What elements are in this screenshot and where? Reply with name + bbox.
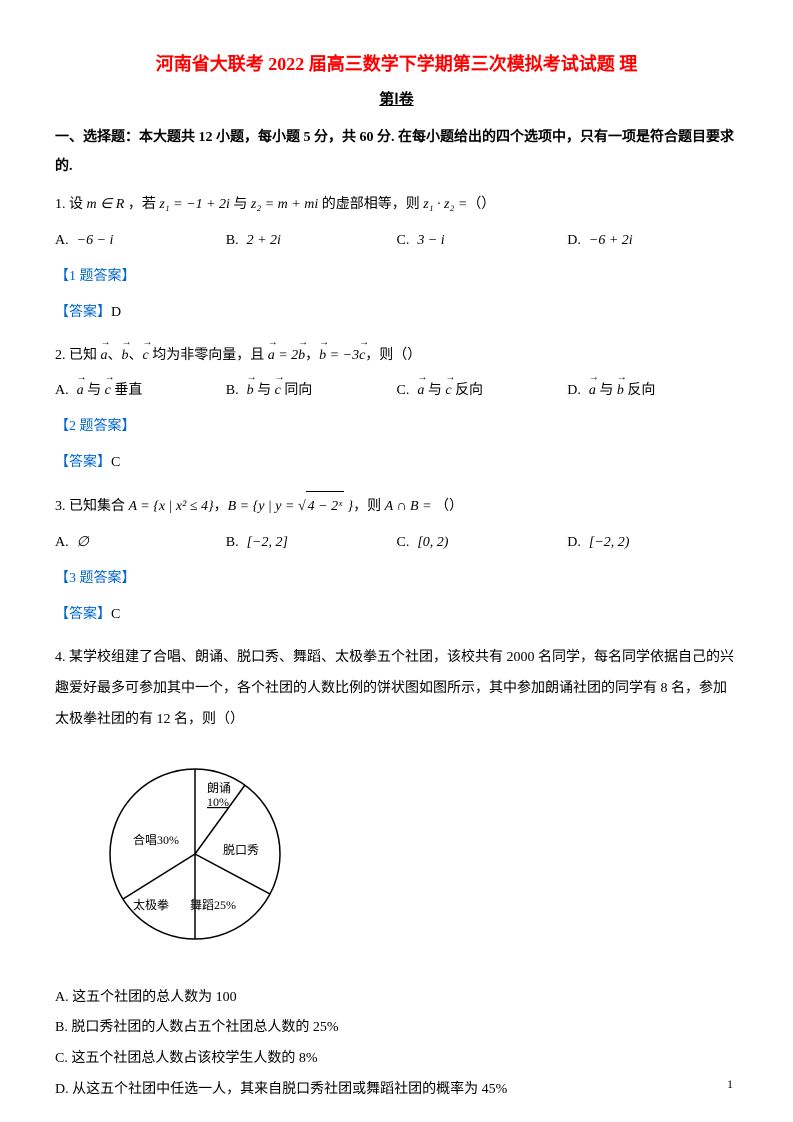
question-3: 3. 已知集合 A = {x | x² ≤ 4}，B = {y | y = √4… [55, 491, 738, 629]
q2-answer-header: 【2 题答案】 [55, 413, 738, 441]
q2-optC: C.a 与 c 反向 [397, 377, 568, 405]
question-2-text: 2. 已知 a、b、c 均为非零向量，且 a = 2b，b = −3c，则（） [55, 341, 738, 372]
q1-suffix: （） [467, 197, 495, 212]
q3-options: A.∅ B.[−2, 2] C.[0, 2) D.[−2, 2) [55, 529, 738, 557]
q2-prefix: 2. 已知 [55, 348, 101, 363]
document-subtitle: 第Ⅰ卷 [55, 88, 738, 109]
q3-optC: C.[0, 2) [397, 529, 568, 557]
q2-answer: 【答案】C [55, 449, 738, 477]
q4-optB: B. 脱口秀社团的人数占五个社团总人数的 25% [55, 1013, 738, 1044]
q3-answer: 【答案】C [55, 601, 738, 629]
question-1-text: 1. 设 m ∈ R ，若 z₁ = −1 + 2i 与 z₂ = m + mi… [55, 190, 738, 221]
q2-optB: B.b 与 c 同向 [226, 377, 397, 405]
page-number: 1 [727, 1077, 733, 1092]
q1-answer-header: 【1 题答案】 [55, 263, 738, 291]
q1-mid2: 与 [230, 197, 251, 212]
q1-mid3: 的虚部相等，则 [318, 197, 423, 212]
pie-chart: 朗诵 10% 合唱30% 脱口秀 太极拳 舞蹈25% [95, 754, 738, 965]
question-2: 2. 已知 a、b、c 均为非零向量，且 a = 2b，b = −3c，则（） … [55, 341, 738, 478]
section-header: 一、选择题：本大题共 12 小题，每小题 5 分，共 60 分. 在每小题给出的… [55, 123, 738, 182]
question-4: 4. 某学校组建了合唱、朗诵、脱口秀、舞蹈、太极拳五个社团，该校共有 2000 … [55, 643, 738, 1106]
q1-optD: D.−6 + 2i [567, 227, 738, 255]
pie-label-tuokou: 脱口秀 [223, 842, 259, 857]
q2-options: A.a 与 c 垂直 B.b 与 c 同向 C.a 与 c 反向 D.a 与 b… [55, 377, 738, 405]
pie-svg: 朗诵 10% 合唱30% 脱口秀 太极拳 舞蹈25% [95, 754, 295, 954]
q3-optD: D.[−2, 2) [567, 529, 738, 557]
q1-optB: B.2 + 2i [226, 227, 397, 255]
question-4-text: 4. 某学校组建了合唱、朗诵、脱口秀、舞蹈、太极拳五个社团，该校共有 2000 … [55, 643, 738, 735]
q3-prefix: 3. 已知集合 [55, 499, 129, 514]
question-3-text: 3. 已知集合 A = {x | x² ≤ 4}，B = {y | y = √4… [55, 491, 738, 523]
pie-label-hechang: 合唱30% [133, 832, 179, 847]
pie-label-langdu: 朗诵 [207, 781, 231, 795]
q1-mid1: ，若 [124, 197, 159, 212]
q1-options: A.−6 − i B.2 + 2i C.3 − i D.−6 + 2i [55, 227, 738, 255]
q4-optA: A. 这五个社团的总人数为 100 [55, 983, 738, 1014]
q1-math2: z₁ = −1 + 2i [159, 197, 230, 212]
question-1: 1. 设 m ∈ R ，若 z₁ = −1 + 2i 与 z₂ = m + mi… [55, 190, 738, 327]
q2-optA: A.a 与 c 垂直 [55, 377, 226, 405]
q1-math3: z₂ = m + mi [251, 197, 318, 212]
pie-label-taiji: 太极拳 [133, 897, 169, 912]
pie-label-wudao: 舞蹈25% [190, 898, 236, 912]
pie-label-langdu-pct: 10% [207, 795, 229, 809]
q4-optD: D. 从这五个社团中任选一人，其来自脱口秀社团或舞蹈社团的概率为 45% [55, 1075, 738, 1106]
q1-optC: C.3 − i [397, 227, 568, 255]
q4-optC: C. 这五个社团总人数占该校学生人数的 8% [55, 1044, 738, 1075]
q1-math4: z₁ · z₂ = [423, 197, 467, 212]
q1-math1: m ∈ R [87, 197, 125, 212]
q3-optA: A.∅ [55, 529, 226, 557]
q1-prefix: 1. 设 [55, 197, 87, 212]
q3-optB: B.[−2, 2] [226, 529, 397, 557]
q1-answer: 【答案】D [55, 299, 738, 327]
q1-optA: A.−6 − i [55, 227, 226, 255]
document-title: 河南省大联考 2022 届高三数学下学期第三次模拟考试试题 理 [55, 50, 738, 76]
q2-optD: D.a 与 b 反向 [567, 377, 738, 405]
q3-answer-header: 【3 题答案】 [55, 565, 738, 593]
